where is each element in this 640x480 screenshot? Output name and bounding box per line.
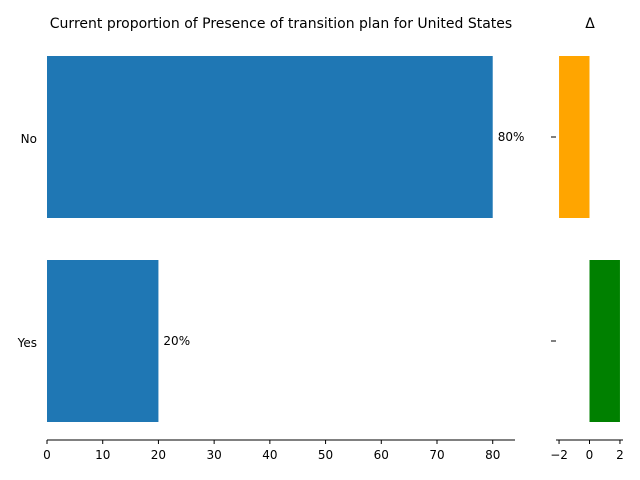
main-chart-title: Current proportion of Presence of transi… (50, 16, 512, 32)
data-label-yes: 20% (163, 334, 190, 348)
x-tick-label-40: 40 (262, 448, 277, 462)
data-label-no: 80% (498, 130, 525, 144)
x-tick-label-60: 60 (374, 448, 389, 462)
x-tick-label-30: 30 (207, 448, 222, 462)
bar-yes (47, 260, 159, 422)
y-tick-label-yes: Yes (17, 336, 37, 350)
delta-x-tick-label-2: 2 (616, 448, 624, 462)
x-tick-label-50: 50 (318, 448, 333, 462)
delta-bar-yes (589, 260, 620, 422)
delta-x-tick-label-0: −2 (550, 448, 568, 462)
delta-chart-title: Δ (585, 16, 595, 32)
x-tick-label-10: 10 (95, 448, 110, 462)
x-tick-label-20: 20 (151, 448, 166, 462)
delta-bar-plot: −2 0 2 (550, 56, 624, 462)
x-tick-label-70: 70 (429, 448, 444, 462)
delta-x-tick-label-1: 0 (586, 448, 594, 462)
y-tick-label-no: No (21, 132, 37, 146)
x-tick-label-80: 80 (485, 448, 500, 462)
delta-bar-no (559, 56, 590, 218)
x-tick-label-0: 0 (43, 448, 51, 462)
bar-no (47, 56, 493, 218)
main-bar-plot: 80% No 20% Yes 0 10 20 30 40 50 60 70 80 (17, 56, 525, 462)
